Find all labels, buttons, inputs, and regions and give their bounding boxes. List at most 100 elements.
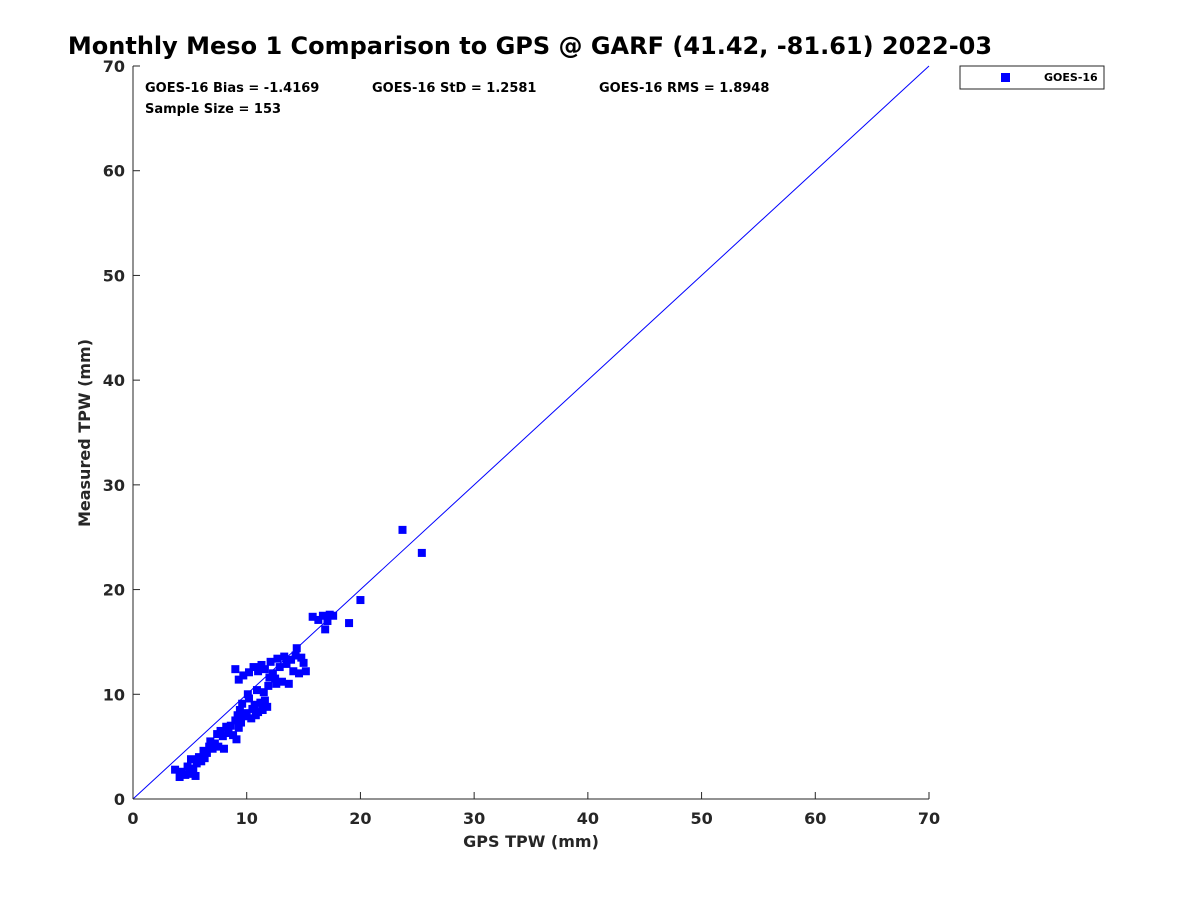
- data-point: [292, 644, 301, 653]
- x-tick-label: 30: [463, 809, 485, 828]
- data-point: [260, 696, 269, 705]
- data-point: [273, 654, 282, 663]
- y-tick-label: 20: [103, 581, 125, 600]
- data-point: [275, 663, 284, 672]
- data-point: [234, 675, 243, 684]
- data-point: [214, 742, 223, 751]
- data-point: [231, 665, 240, 674]
- data-point: [297, 653, 306, 662]
- data-point: [235, 705, 244, 714]
- data-point: [244, 668, 253, 677]
- plot-area: 0 10 20 30 40 50 60 70 0 10 20 30 40 50 60 70: [103, 57, 940, 828]
- legend-marker: [1001, 73, 1010, 82]
- y-tick-label: 10: [103, 685, 125, 704]
- data-point: [185, 769, 194, 778]
- x-tick-label: 0: [127, 809, 138, 828]
- data-point: [243, 690, 252, 699]
- data-point: [295, 669, 304, 678]
- data-point: [289, 667, 298, 676]
- y-tick-label: 70: [103, 57, 125, 76]
- data-point: [232, 735, 241, 744]
- std-stat: GOES-16 StD = 1.2581: [372, 81, 536, 96]
- data-point: [417, 548, 426, 557]
- data-point: [237, 718, 246, 727]
- data-point: [254, 667, 263, 676]
- data-point: [260, 665, 269, 674]
- data-point: [226, 721, 235, 730]
- y-tick-label: 0: [114, 790, 125, 809]
- data-point: [239, 671, 248, 680]
- data-point: [264, 681, 273, 690]
- legend-box: [959, 65, 1105, 90]
- data-point: [323, 616, 332, 625]
- data-point: [314, 615, 323, 624]
- data-point: [183, 762, 192, 771]
- x-tick-label: 20: [349, 809, 371, 828]
- x-ticks: 0 10 20 30 40 50 60 70: [127, 792, 940, 828]
- data-point: [247, 714, 256, 723]
- data-point: [244, 694, 253, 703]
- data-point: [234, 723, 243, 732]
- data-point: [291, 651, 300, 660]
- data-point: [271, 674, 280, 683]
- y-tick-label: 60: [103, 162, 125, 181]
- data-point: [233, 711, 242, 720]
- data-point: [200, 754, 209, 763]
- x-axis-label: GPS TPW (mm): [463, 832, 599, 851]
- data-point: [189, 764, 198, 773]
- x-tick-label: 50: [690, 809, 712, 828]
- data-point: [398, 525, 407, 534]
- data-point: [249, 663, 258, 672]
- legend-label: GOES-16: [1044, 71, 1098, 84]
- data-point: [259, 688, 268, 697]
- x-tick-label: 10: [236, 809, 258, 828]
- data-point: [287, 655, 296, 664]
- data-point: [252, 686, 261, 695]
- data-point: [284, 679, 293, 688]
- y-axis-label: Measured TPW (mm): [75, 339, 94, 527]
- data-point: [202, 748, 211, 757]
- data-point: [329, 611, 338, 620]
- data-point: [231, 716, 240, 725]
- data-point: [171, 765, 180, 774]
- x-tick-label: 70: [918, 809, 940, 828]
- y-tick-label: 50: [103, 266, 125, 285]
- data-point: [318, 611, 327, 620]
- scatter-points: [171, 525, 426, 782]
- data-point: [181, 770, 190, 779]
- data-point: [219, 744, 228, 753]
- y-tick-label: 40: [103, 371, 125, 390]
- data-point: [248, 704, 257, 713]
- y-ticks: 0 10 20 30 40 50 60 70: [103, 57, 140, 809]
- x-tick-label: 40: [577, 809, 599, 828]
- data-point: [280, 652, 289, 661]
- sample-size-stat: Sample Size = 153: [145, 102, 281, 117]
- data-point: [191, 771, 200, 780]
- data-point: [194, 753, 203, 762]
- data-point: [254, 708, 263, 717]
- data-point: [356, 596, 365, 605]
- chart-title: Monthly Meso 1 Comparison to GPS @ GARF …: [68, 32, 992, 60]
- data-point: [258, 705, 267, 714]
- data-point: [206, 737, 215, 746]
- data-point: [265, 673, 274, 682]
- data-point: [242, 709, 251, 718]
- data-point: [238, 699, 247, 708]
- data-point: [266, 657, 275, 666]
- data-point: [186, 755, 195, 764]
- data-point: [222, 722, 231, 731]
- legend: GOES-16: [959, 65, 1105, 90]
- data-point: [250, 700, 259, 709]
- x-tick-label: 60: [804, 809, 826, 828]
- data-point: [224, 729, 233, 738]
- data-point: [308, 612, 317, 621]
- data-point: [272, 679, 281, 688]
- data-point: [218, 732, 227, 741]
- data-point: [256, 698, 265, 707]
- y-tick-label: 30: [103, 476, 125, 495]
- data-point: [299, 658, 308, 667]
- data-point: [301, 667, 310, 676]
- data-point: [229, 731, 238, 740]
- data-point: [282, 659, 291, 668]
